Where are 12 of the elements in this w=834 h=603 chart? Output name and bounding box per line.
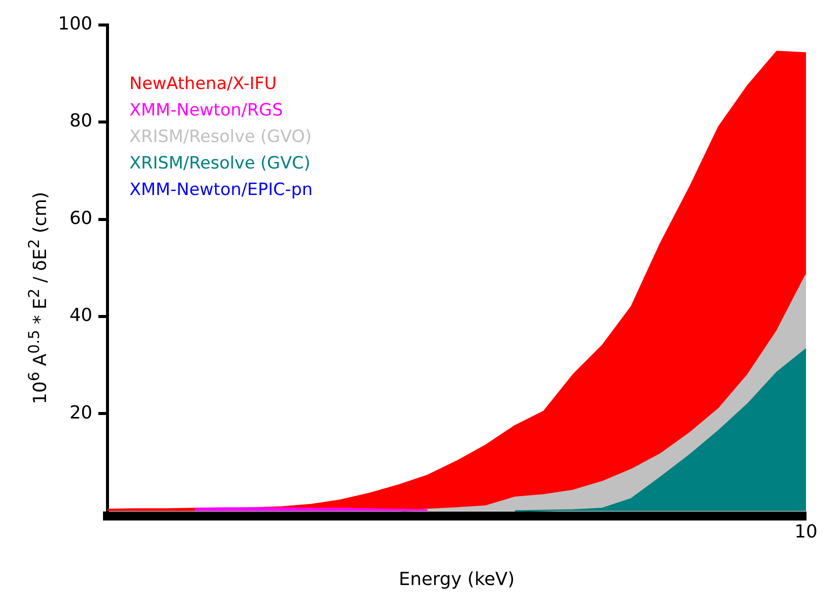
text: NewAthena/X-IFU (129, 74, 277, 94)
text: XRISM/Resolve (GVC) (129, 154, 310, 174)
x-axis-title: Energy (keV) (398, 568, 515, 590)
y-tick-label: 40 (69, 305, 92, 326)
y-tick-label: 80 (69, 110, 92, 132)
text: XMM-Newton/RGS (129, 100, 283, 121)
text: 10 (794, 521, 818, 542)
legend-label: XMM-Newton/EPIC-pn (129, 180, 313, 200)
y-tick-label: 60 (69, 208, 92, 229)
text: XRISM/Resolve (GVO) (129, 127, 312, 148)
y-tick-label: 20 (69, 402, 92, 424)
y-tick-label: 100 (58, 13, 92, 34)
